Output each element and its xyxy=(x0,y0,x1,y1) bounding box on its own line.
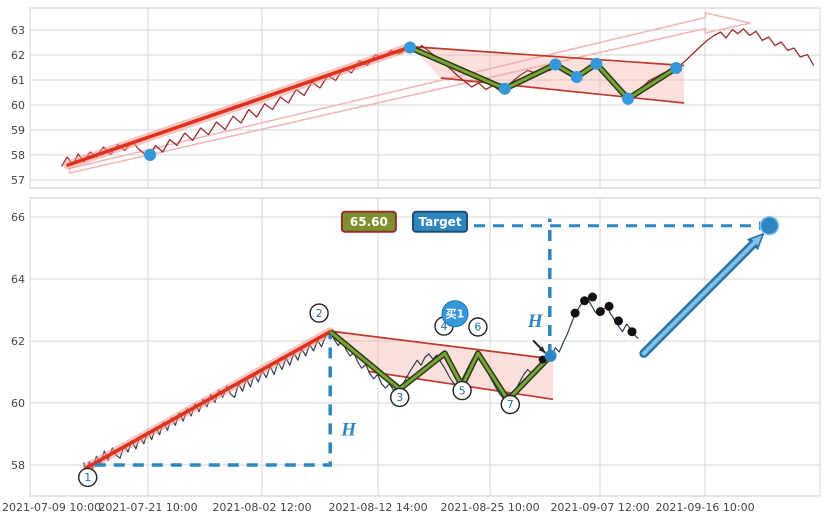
x-tick-label: 2021-08-25 10:00 xyxy=(440,501,539,514)
wave-point-5-marker[interactable] xyxy=(452,380,472,401)
target-badge[interactable] xyxy=(412,210,468,233)
breakout-arrow-body xyxy=(641,239,758,356)
wave-point-7-marker[interactable] xyxy=(500,394,520,415)
projection-arrow xyxy=(68,12,752,174)
height-label: H xyxy=(340,420,357,441)
pivot-dot[interactable] xyxy=(590,57,603,70)
wave-point-4-label: 4 xyxy=(441,320,448,333)
panel-overview-grid: 57 58 59 60 61 62 63 xyxy=(11,7,821,189)
breakout-dot-blue[interactable] xyxy=(544,349,557,362)
target-dot[interactable] xyxy=(759,215,780,236)
y-tick-label: 58 xyxy=(11,459,25,472)
x-tick-label: 2021-08-02 12:00 xyxy=(212,501,311,514)
flag-channel-lower xyxy=(440,77,685,104)
measure-price-badge[interactable] xyxy=(340,210,397,233)
y-tick-label: 58 xyxy=(11,149,25,162)
y-tick-label: 57 xyxy=(11,174,25,187)
breakout-dot-black[interactable] xyxy=(538,355,547,364)
x-tick-label: 2021-08-12 14:00 xyxy=(328,501,427,514)
height-measure-dashed xyxy=(94,334,332,467)
arrowhead xyxy=(751,235,762,246)
pivot-dot[interactable] xyxy=(498,82,511,95)
swing-dot[interactable] xyxy=(580,296,590,306)
panel-overview-content xyxy=(61,12,815,174)
x-tick-label: 2021-07-09 10:00 xyxy=(2,501,101,514)
flag-channel-upper xyxy=(409,45,685,67)
y-tick-label: 62 xyxy=(11,49,25,62)
swing-dot[interactable] xyxy=(604,301,614,311)
wave-point-2-label: 2 xyxy=(316,307,323,320)
buy-signal-marker[interactable] xyxy=(441,300,469,328)
pivot-dot[interactable] xyxy=(622,92,634,105)
trendline xyxy=(85,329,332,470)
trendline xyxy=(66,45,412,167)
panel-frame xyxy=(29,7,821,189)
buy-signal-label: 买1 xyxy=(446,308,465,321)
y-tick-label: 61 xyxy=(11,74,25,87)
wave-point-1-marker[interactable] xyxy=(77,467,98,488)
x-tick-label: 2021-07-21 10:00 xyxy=(98,501,197,514)
height-label: H xyxy=(527,311,544,332)
y-tick-label: 66 xyxy=(11,211,25,224)
x-tick-label: 2021-09-16 10:00 xyxy=(655,501,754,514)
wave-point-5-label: 5 xyxy=(459,384,466,397)
pivot-dot[interactable] xyxy=(404,41,416,54)
y-tick-label: 59 xyxy=(11,124,25,137)
wave-point-6-marker[interactable] xyxy=(468,317,488,337)
flag-channel-upper xyxy=(330,330,554,360)
wave-point-2-marker[interactable] xyxy=(309,303,329,323)
wave-point-1-label: 1 xyxy=(84,471,91,484)
y-tick-label: 63 xyxy=(11,24,25,37)
swing-dot[interactable] xyxy=(614,316,623,326)
wave-point-3-label: 3 xyxy=(396,391,403,404)
panel-detail-content: H H 1 2 3 4 5 6 7 买1 65.60 Target xyxy=(77,210,780,488)
arrowhead xyxy=(538,346,546,353)
pivot-dot[interactable] xyxy=(570,71,583,83)
swing-dot[interactable] xyxy=(570,308,580,318)
y-tick-label: 62 xyxy=(11,335,25,348)
swing-dot[interactable] xyxy=(627,327,637,337)
target-badge-text: Target xyxy=(418,215,461,229)
y-tick-label: 64 xyxy=(11,273,25,286)
swing-dot[interactable] xyxy=(595,307,605,316)
measure-price-badge-text: 65.60 xyxy=(350,215,388,229)
pivot-dot[interactable] xyxy=(670,62,683,74)
price-overview-line xyxy=(61,28,815,167)
wave-point-3-marker[interactable] xyxy=(390,387,410,408)
pivot-dot[interactable] xyxy=(549,58,562,71)
wave-point-6-label: 6 xyxy=(474,321,481,334)
y-tick-label: 60 xyxy=(11,99,25,112)
wave-point-7-label: 7 xyxy=(507,398,514,411)
swing-dot[interactable] xyxy=(588,292,597,302)
x-tick-label: 2021-09-07 12:00 xyxy=(550,501,649,514)
pivot-dot[interactable] xyxy=(144,149,157,161)
y-tick-label: 60 xyxy=(11,397,25,410)
